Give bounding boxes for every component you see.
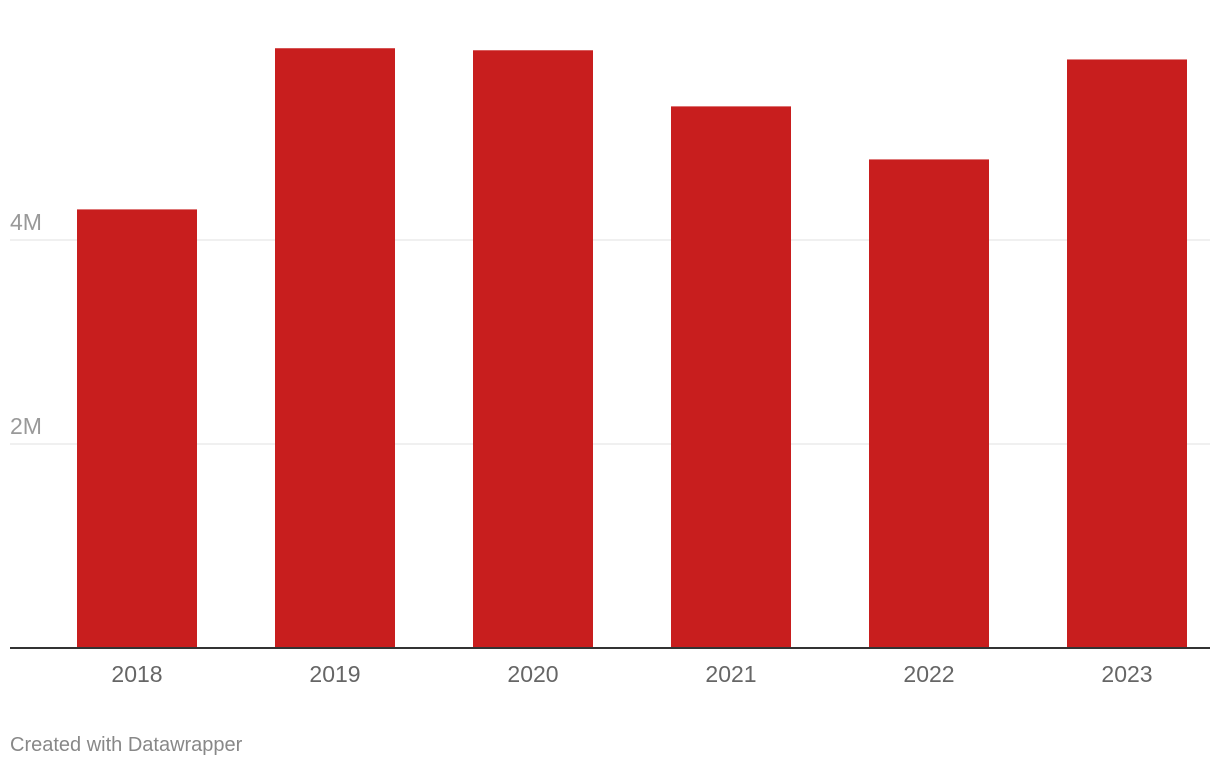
bar-2022 <box>869 159 989 649</box>
x-tick-label: 2023 <box>1101 661 1152 687</box>
x-tick-label: 2020 <box>507 661 558 687</box>
datawrapper-credit: Created with Datawrapper <box>10 734 243 756</box>
x-axis-labels: 2018 2019 2020 2021 2022 2023 <box>111 661 1152 687</box>
bar-2023 <box>1067 59 1187 648</box>
x-tick-label: 2019 <box>309 661 360 687</box>
y-tick-label: 2M <box>10 413 42 439</box>
bar-2019 <box>275 48 395 649</box>
bars <box>77 48 1187 649</box>
x-tick-label: 2022 <box>903 661 954 687</box>
y-axis-ticks: 2M 4M <box>10 209 42 439</box>
x-tick-label: 2021 <box>705 661 756 687</box>
bar-2018 <box>77 209 197 648</box>
y-tick-label: 4M <box>10 209 42 235</box>
bar-2020 <box>473 50 593 648</box>
bar-2021 <box>671 106 791 648</box>
x-tick-label: 2018 <box>111 661 162 687</box>
gridlines <box>10 239 1210 445</box>
